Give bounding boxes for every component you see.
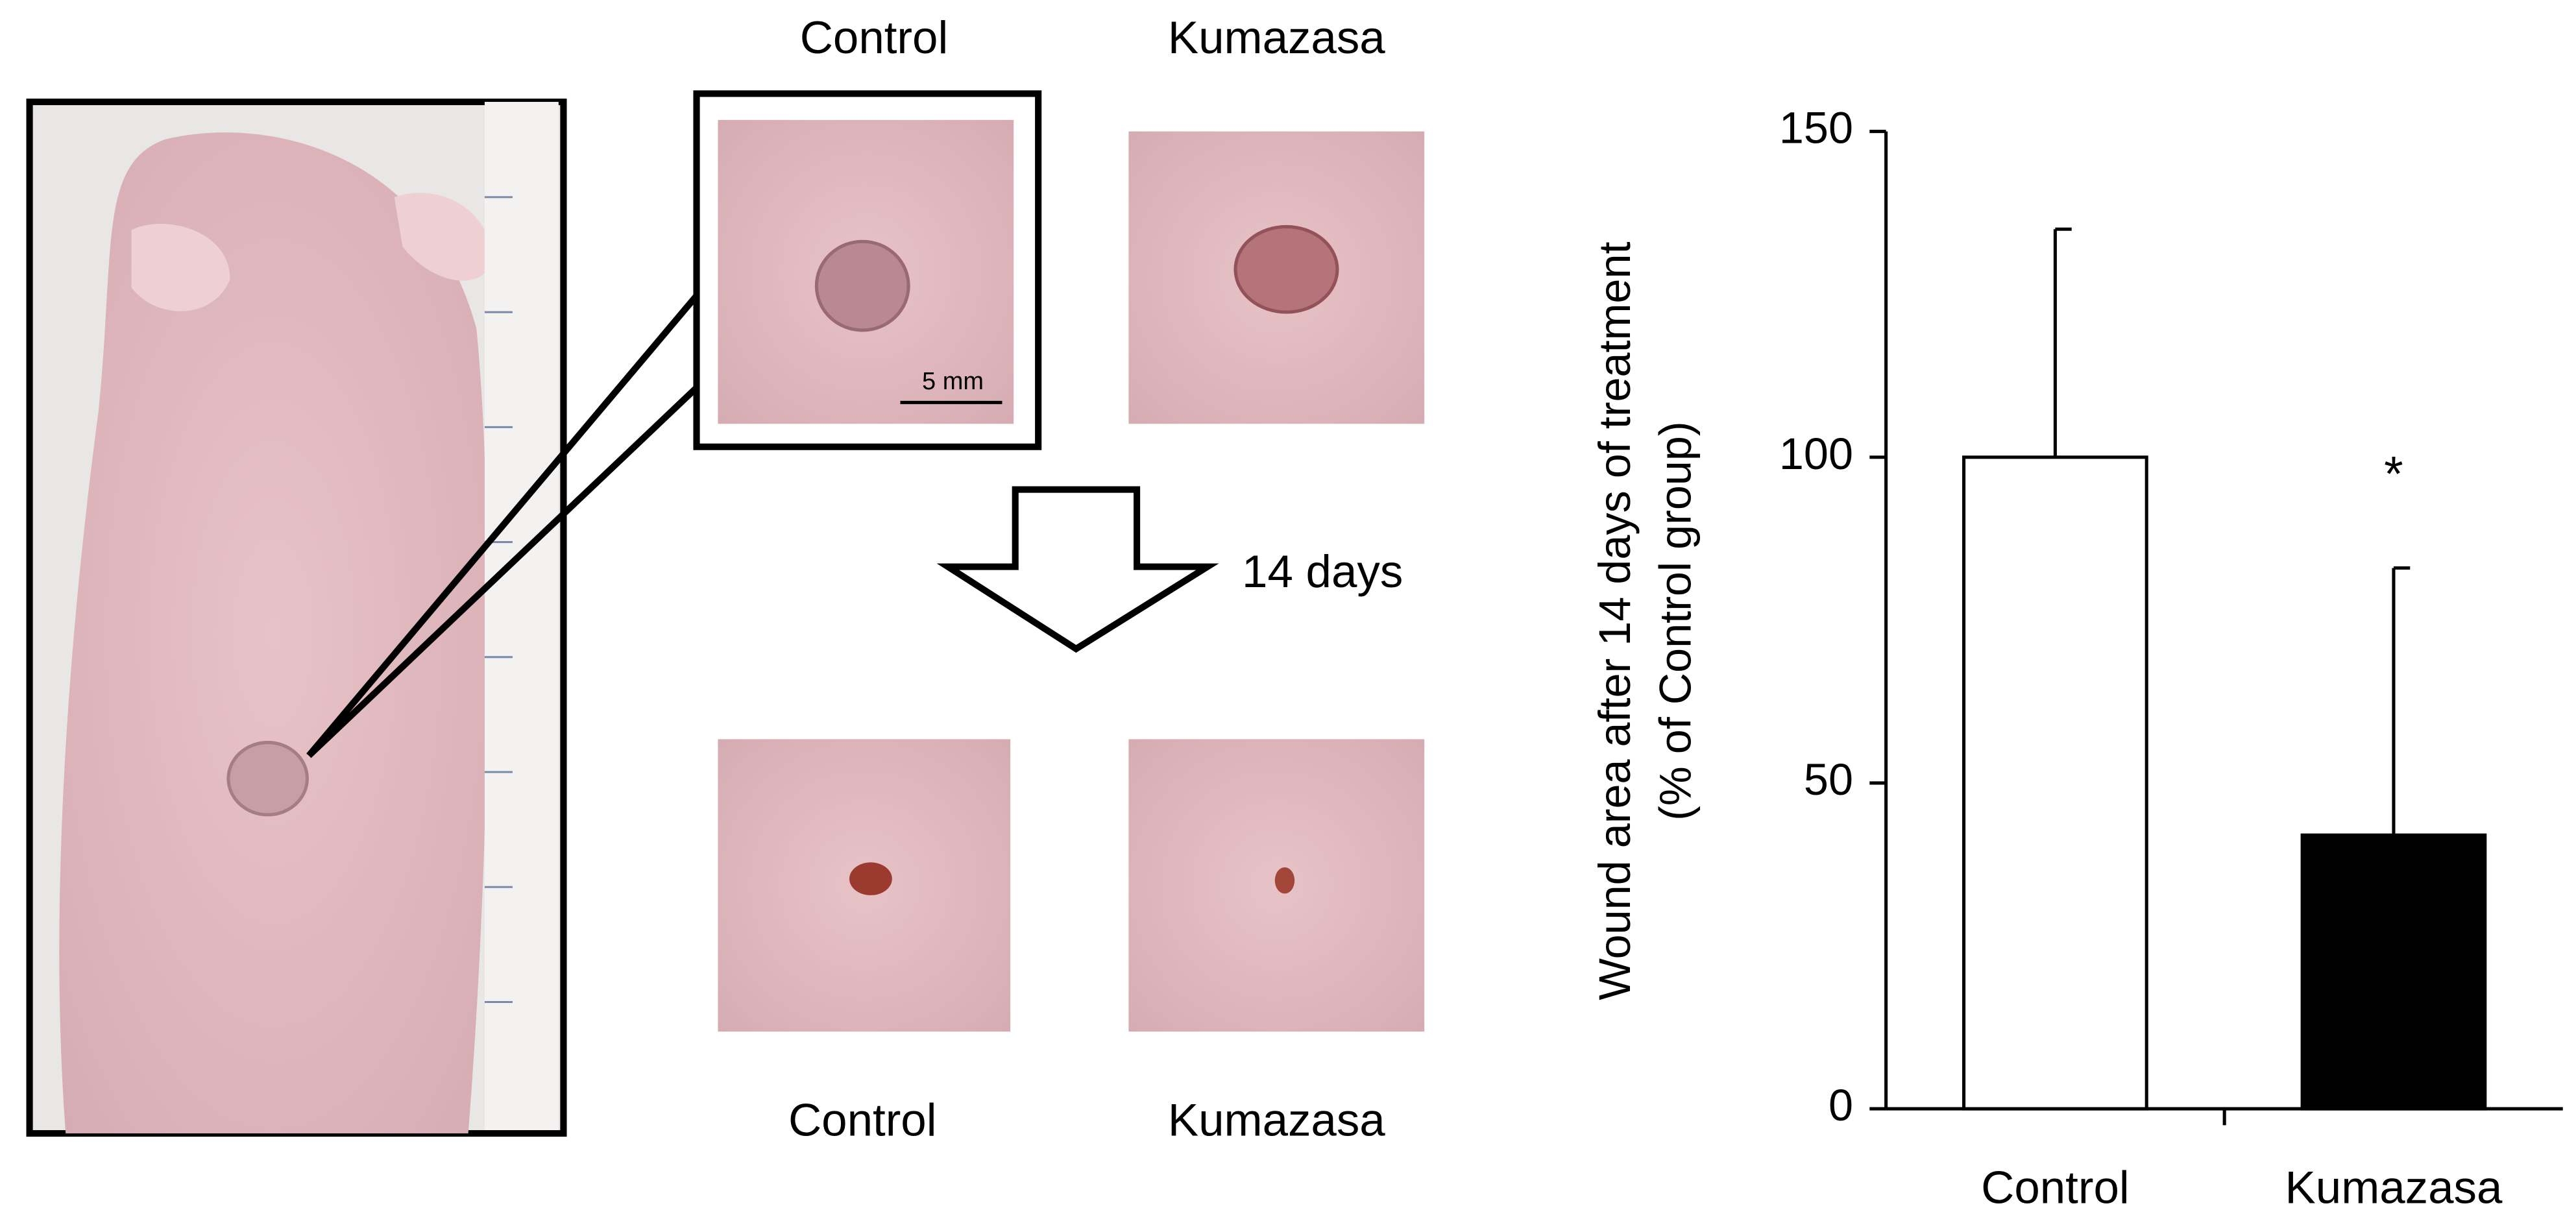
arrow-label: 14 days [1242, 546, 1403, 598]
photo-label: Kumazasa [1168, 1095, 1385, 1146]
y-tick-label: 50 [1804, 755, 1853, 804]
mouse-photo [26, 98, 567, 1137]
photo-label: Control [800, 12, 948, 64]
y-tick-label: 0 [1829, 1081, 1853, 1130]
y-tick-label: 150 [1779, 104, 1853, 153]
x-tick-label: Kumazasa [2285, 1162, 2503, 1213]
y-tick-label: 100 [1779, 429, 1853, 479]
y-axis-label: Wound area after 14 days of treatment [1590, 242, 1640, 1000]
scale-bar-label: 5 mm [922, 368, 984, 395]
x-tick-label: Control [1981, 1162, 2129, 1213]
photo-label: Kumazasa [1168, 12, 1385, 64]
annotation: * [2384, 446, 2403, 501]
bar [1962, 455, 2148, 1111]
wound-photos [718, 119, 1425, 1032]
y-axis-label: (% of Control group) [1651, 421, 1701, 821]
arrow [936, 486, 1219, 653]
photo-label: Control [788, 1095, 936, 1146]
bar [2300, 833, 2487, 1111]
